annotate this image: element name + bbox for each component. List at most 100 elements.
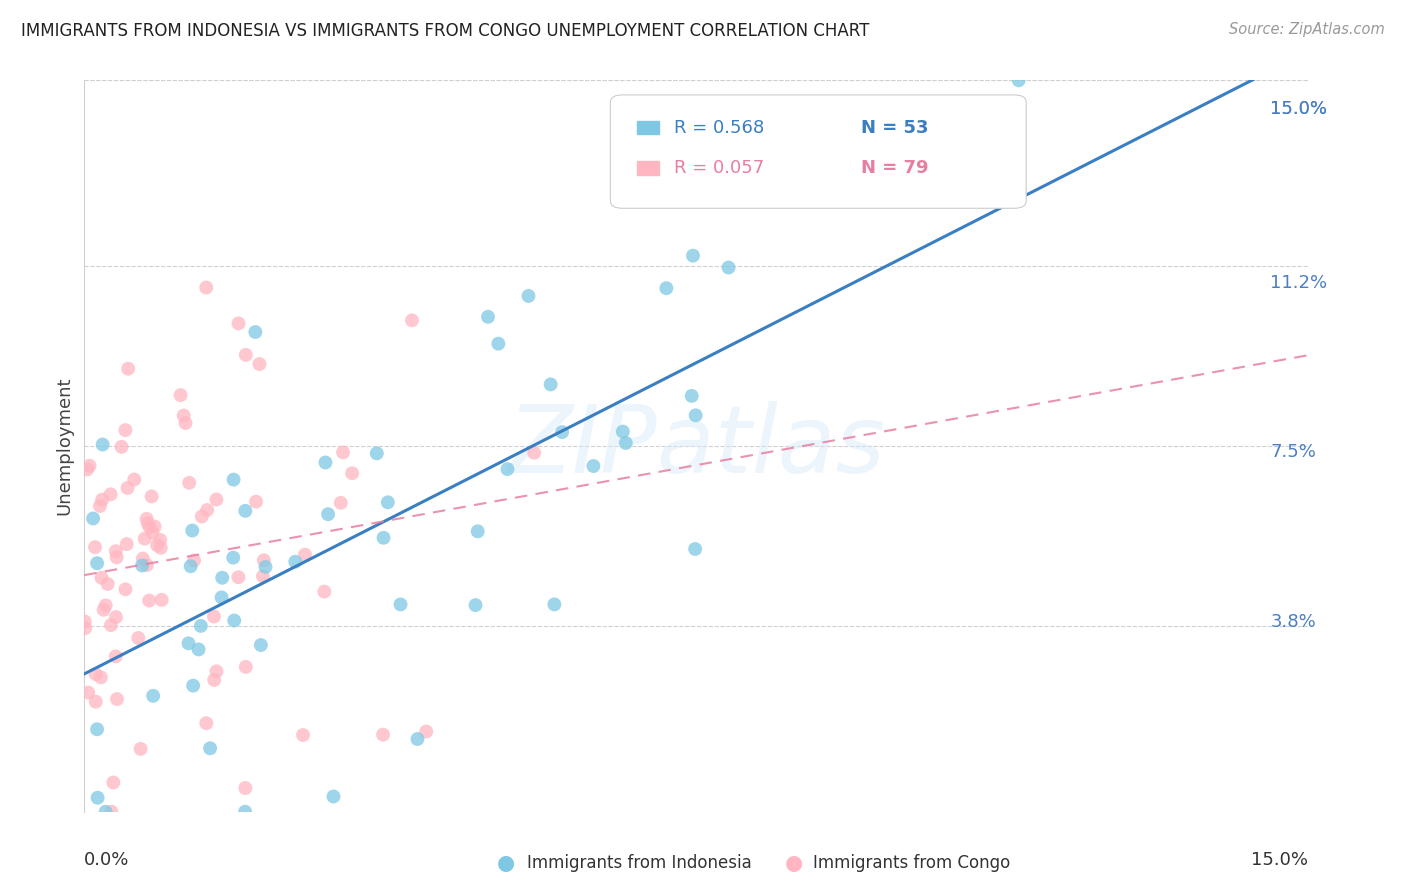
Point xyxy=(565,450,588,464)
Point xyxy=(266,634,288,648)
Point xyxy=(218,530,240,544)
Point xyxy=(167,675,190,690)
Point xyxy=(395,450,418,464)
Point xyxy=(273,294,295,309)
Point xyxy=(277,727,299,741)
Point xyxy=(193,542,215,557)
Point xyxy=(212,624,235,638)
Point xyxy=(262,668,284,682)
Point xyxy=(392,497,415,511)
Point xyxy=(280,663,302,677)
Point xyxy=(326,557,349,571)
Point xyxy=(215,728,238,742)
Point xyxy=(302,328,325,343)
Point xyxy=(461,718,484,732)
Point xyxy=(283,655,305,669)
Point xyxy=(308,651,330,665)
Point xyxy=(179,500,201,514)
Point xyxy=(180,494,202,508)
Point xyxy=(198,444,221,458)
Point xyxy=(434,496,457,510)
Point xyxy=(316,336,339,351)
Point xyxy=(298,475,321,489)
Point xyxy=(298,607,321,622)
Point xyxy=(222,519,245,533)
Point xyxy=(308,764,330,779)
Point xyxy=(583,592,606,607)
Point xyxy=(232,539,254,553)
Point xyxy=(202,483,225,497)
Point xyxy=(188,612,211,626)
Point xyxy=(353,552,375,566)
Point xyxy=(188,489,211,503)
Point xyxy=(232,532,254,546)
Point xyxy=(280,603,302,617)
Point xyxy=(470,712,492,726)
Point xyxy=(259,557,281,571)
Point xyxy=(432,530,454,544)
Point xyxy=(225,524,247,539)
Point xyxy=(181,442,204,456)
Point xyxy=(997,100,1019,114)
Point xyxy=(269,509,291,524)
Text: N = 53: N = 53 xyxy=(868,143,935,161)
Point xyxy=(274,503,297,517)
Point xyxy=(513,592,536,607)
Point xyxy=(273,704,295,718)
Point xyxy=(738,276,761,290)
Point xyxy=(253,415,276,429)
Point xyxy=(381,508,404,522)
Point xyxy=(188,787,211,801)
Point xyxy=(524,322,547,336)
Text: 0.0%: 0.0% xyxy=(176,830,221,848)
Text: ●: ● xyxy=(498,854,515,873)
Point xyxy=(184,593,207,607)
Point xyxy=(322,631,344,645)
Point xyxy=(173,511,195,525)
Point xyxy=(457,326,479,340)
Point xyxy=(302,566,325,581)
Point xyxy=(209,475,232,489)
Point xyxy=(425,450,447,465)
Point xyxy=(430,714,453,729)
Point xyxy=(201,428,224,442)
Point xyxy=(325,550,347,565)
Point xyxy=(709,540,731,554)
Point xyxy=(579,385,602,400)
Point xyxy=(204,371,226,385)
Point xyxy=(169,462,191,476)
Text: Immigrants from Congo: Immigrants from Congo xyxy=(813,855,1010,872)
Point xyxy=(222,589,245,603)
Point xyxy=(361,545,384,559)
Point xyxy=(318,496,340,510)
Point xyxy=(446,592,468,607)
Point xyxy=(515,524,537,538)
Point xyxy=(250,395,273,409)
Point xyxy=(254,422,277,436)
Point xyxy=(184,787,207,801)
Point xyxy=(380,458,402,473)
Y-axis label: Unemployment: Unemployment xyxy=(55,381,73,520)
Point xyxy=(683,295,706,310)
Point xyxy=(225,491,247,505)
Bar xyxy=(668,183,688,195)
Point xyxy=(166,615,188,629)
Point xyxy=(201,578,224,592)
Text: ●: ● xyxy=(786,854,803,873)
Point xyxy=(194,681,217,695)
Point xyxy=(176,553,198,567)
Point xyxy=(193,640,215,655)
Point xyxy=(257,629,280,643)
Point xyxy=(186,573,208,587)
Text: 15.0%: 15.0% xyxy=(1208,830,1265,848)
Point xyxy=(221,555,243,569)
Point xyxy=(181,597,204,611)
Point xyxy=(167,466,190,480)
Point xyxy=(202,535,225,549)
Point xyxy=(221,516,243,530)
Text: IMMIGRANTS FROM INDONESIA VS IMMIGRANTS FROM CONGO UNEMPLOYMENT CORRELATION CHAR: IMMIGRANTS FROM INDONESIA VS IMMIGRANTS … xyxy=(21,22,869,40)
Point xyxy=(263,551,285,566)
Point xyxy=(323,566,346,580)
Point xyxy=(647,441,669,455)
Point xyxy=(378,580,401,594)
